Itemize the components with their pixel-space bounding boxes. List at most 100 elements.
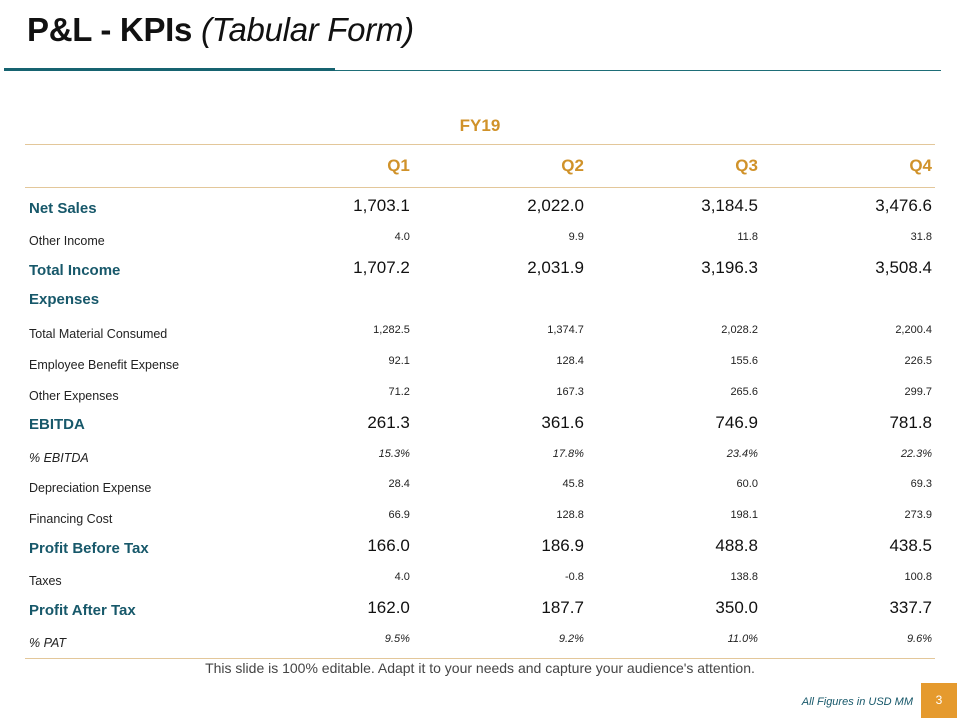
- value-cell-q1: 1,282.5: [373, 324, 410, 336]
- value-cell-q3: 265.6: [730, 385, 758, 398]
- value-cell-q4: 31.8: [910, 231, 933, 244]
- row-label: Total Material Consumed: [29, 327, 168, 341]
- value-cell-q1: 9.5%: [384, 632, 410, 645]
- value-cell-q3: 138.8: [730, 571, 758, 584]
- value-cell-q4: 273.9: [904, 509, 933, 522]
- row-label: Depreciation Expense: [29, 481, 152, 496]
- row-label: Other Income: [29, 234, 105, 249]
- value-cell-q1: 4.0: [394, 571, 410, 584]
- value-cell-q2: 45.8: [562, 478, 584, 491]
- row-label: Other Expenses: [29, 388, 119, 403]
- value-cell-q3: 11.8: [737, 231, 758, 244]
- table-row: Other Expenses 71.2 167.3 265.6 299.7: [25, 376, 935, 407]
- value-cell-q2: 361.6: [541, 412, 584, 432]
- table-row: Total Material Consumed 1,282.5 1,374.7 2,0…: [25, 315, 935, 346]
- row-label: % PAT: [29, 635, 67, 650]
- value-cell-q4: 9.6%: [906, 632, 933, 645]
- value-cell-q1: 66.9: [388, 509, 410, 522]
- value-cell-q4: 226.5: [904, 354, 933, 367]
- column-header-q3: Q3: [735, 156, 758, 175]
- title-subtitle: (Tabular Form): [200, 11, 414, 48]
- value-cell-q3: 746.9: [715, 412, 758, 432]
- table-row: Net Sales 1,703.1 2,022.0 3,184.5 3,476.6: [25, 191, 935, 222]
- table-row: Employee Benefit Expense 92.1 128.4 155.6 22…: [25, 345, 935, 376]
- value-cell-q3: 2,028.2: [721, 324, 758, 336]
- value-cell-q4: 100.8: [904, 571, 933, 584]
- fiscal-year-header: FY19: [25, 108, 935, 145]
- value-cell-q1: 4.0: [394, 231, 410, 244]
- value-cell-q2: -0.8: [564, 571, 584, 584]
- value-cell-q4: 781.8: [889, 412, 933, 432]
- value-cell-q1: 162.0: [367, 598, 410, 618]
- editable-note: This slide is 100% editable. Adapt it to…: [205, 660, 755, 676]
- value-cell-q2: 9.2%: [558, 632, 584, 645]
- value-cell-q3: 350.0: [715, 598, 758, 618]
- title-divider: [4, 70, 941, 71]
- value-cell-q4: 3,508.4: [875, 258, 933, 278]
- figures-note: All Figures in USD MM: [801, 696, 913, 708]
- value-cell-q2: 2,022.0: [527, 196, 584, 216]
- table-row: Financing Cost 66.9 128.8 198.1 273.9: [25, 500, 935, 531]
- value-cell-q2: 128.8: [556, 509, 584, 522]
- value-cell-q3: 155.6: [730, 354, 758, 367]
- row-label: Employee Benefit Expense: [29, 357, 180, 372]
- table-row: Taxes 4.0 -0.8 138.8 100.8: [25, 562, 935, 593]
- table-row: Total Income 1,707.2 2,031.9 3,196.3 3,508.4: [25, 253, 935, 284]
- row-label: Expenses: [29, 290, 100, 308]
- value-cell-q1: 261.3: [367, 412, 410, 432]
- value-cell-q3: 11.0%: [727, 632, 758, 645]
- table-row: % PAT 9.5% 9.2% 11.0% 9.6%: [25, 623, 935, 654]
- value-cell-q3: 3,184.5: [701, 196, 758, 216]
- value-cell-q3: 23.4%: [726, 447, 758, 460]
- value-cell-q2: 167.3: [556, 385, 584, 398]
- value-cell-q4: 3,476.6: [875, 196, 933, 216]
- quarter-header-row: Q1 Q2 Q3 Q4: [25, 145, 935, 188]
- value-cell-q2: 17.8%: [552, 447, 584, 460]
- table-row: % EBITDA 15.3% 17.8% 23.4% 22.3%: [25, 438, 935, 469]
- slide-title: P&L - KPIs (Tabular Form): [27, 11, 414, 49]
- value-cell-q2: 2,031.9: [527, 258, 584, 278]
- table-row: EBITDA 261.3 361.6 746.9 781.8: [25, 407, 935, 438]
- value-cell-q1: 1,707.2: [353, 258, 410, 278]
- row-label: EBITDA: [29, 416, 85, 434]
- column-header-q1: Q1: [387, 156, 410, 175]
- column-header-q4: Q4: [909, 156, 933, 175]
- value-cell-q2: 128.4: [556, 354, 584, 367]
- value-cell-q4: 299.7: [904, 385, 933, 398]
- table-row: Profit After Tax 162.0 187.7 350.0 337.7: [25, 593, 935, 624]
- title-accent-bar: [4, 68, 335, 71]
- value-cell-q3: 198.1: [730, 509, 758, 522]
- row-label: % EBITDA: [29, 450, 89, 465]
- table-row: Profit Before Tax 166.0 186.9 488.8 438.5: [25, 531, 935, 562]
- pl-kpi-table: FY19 Q1 Q2 Q3 Q4 Net Sales 1,703.1 2,022.0…: [25, 108, 935, 660]
- value-cell-q3: 488.8: [715, 536, 758, 556]
- table-row: Other Income 4.0 9.9 11.8 31.8: [25, 222, 935, 253]
- value-cell-q4: 22.3%: [900, 447, 933, 460]
- value-cell-q4: 2,200.4: [895, 324, 933, 336]
- row-label: Profit Before Tax: [29, 539, 149, 557]
- table-body: Net Sales 1,703.1 2,022.0 3,184.5 3,476.6 Oth…: [25, 188, 935, 660]
- title-main: P&L - KPIs: [27, 11, 193, 48]
- value-cell-q2: 187.7: [541, 598, 584, 618]
- value-cell-q2: 186.9: [541, 536, 584, 556]
- value-cell-q4: 69.3: [910, 478, 933, 491]
- row-label: Financing Cost: [29, 512, 113, 527]
- value-cell-q4: 438.5: [889, 536, 933, 556]
- value-cell-q1: 1,703.1: [353, 196, 410, 216]
- row-label: Total Income: [29, 261, 121, 279]
- row-label: Taxes: [29, 574, 62, 589]
- table-row: Expenses: [25, 284, 935, 315]
- value-cell-q3: 60.0: [736, 478, 758, 491]
- table-row: Depreciation Expense 28.4 45.8 60.0 69.3: [25, 469, 935, 500]
- value-cell-q1: 92.1: [388, 354, 410, 367]
- column-header-q2: Q2: [561, 156, 584, 175]
- row-label: Net Sales: [29, 199, 97, 217]
- value-cell-q3: 3,196.3: [701, 258, 758, 278]
- value-cell-q2: 9.9: [568, 231, 584, 244]
- value-cell-q2: 1,374.7: [547, 324, 584, 336]
- value-cell-q1: 28.4: [388, 478, 410, 491]
- page-number-badge: 3: [921, 683, 957, 718]
- value-cell-q1: 71.2: [388, 385, 410, 398]
- value-cell-q4: 337.7: [889, 598, 933, 618]
- value-cell-q1: 15.3%: [378, 447, 410, 460]
